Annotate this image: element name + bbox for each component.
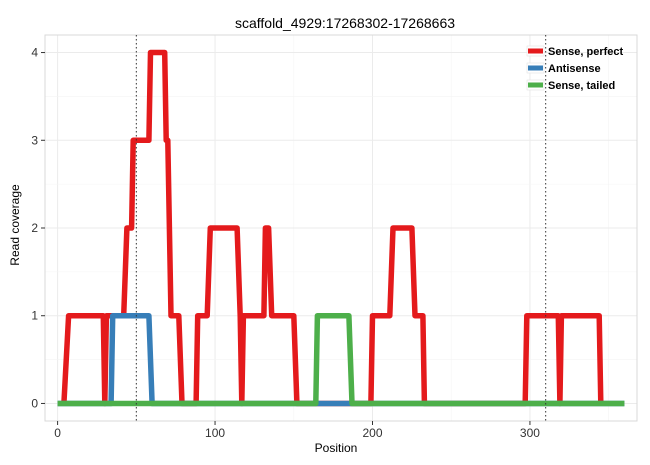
- y-tick-label: 2: [31, 221, 38, 235]
- x-axis-label: Position: [315, 441, 358, 455]
- series-line-sense-tailed: [57, 312, 625, 407]
- x-tick-label: 200: [362, 426, 382, 440]
- series-line-sense-perfect: [61, 49, 604, 407]
- legend-label: Antisense: [548, 63, 601, 75]
- legend: Sense, perfect Antisense Sense, tailed: [526, 45, 624, 92]
- x-tick-label: 300: [520, 426, 540, 440]
- x-tick-label: 100: [205, 426, 225, 440]
- y-tick-label: 1: [31, 309, 38, 323]
- x-tick-label: 0: [54, 426, 61, 440]
- legend-label: Sense, perfect: [548, 46, 624, 58]
- y-tick-label: 4: [31, 46, 38, 60]
- chart-title: scaffold_4929:17268302-17268663: [235, 15, 455, 31]
- y-axis-label: Read coverage: [8, 184, 22, 266]
- legend-label: Sense, tailed: [548, 80, 615, 92]
- y-tick-label: 0: [31, 396, 38, 410]
- y-tick-label: 3: [31, 133, 38, 147]
